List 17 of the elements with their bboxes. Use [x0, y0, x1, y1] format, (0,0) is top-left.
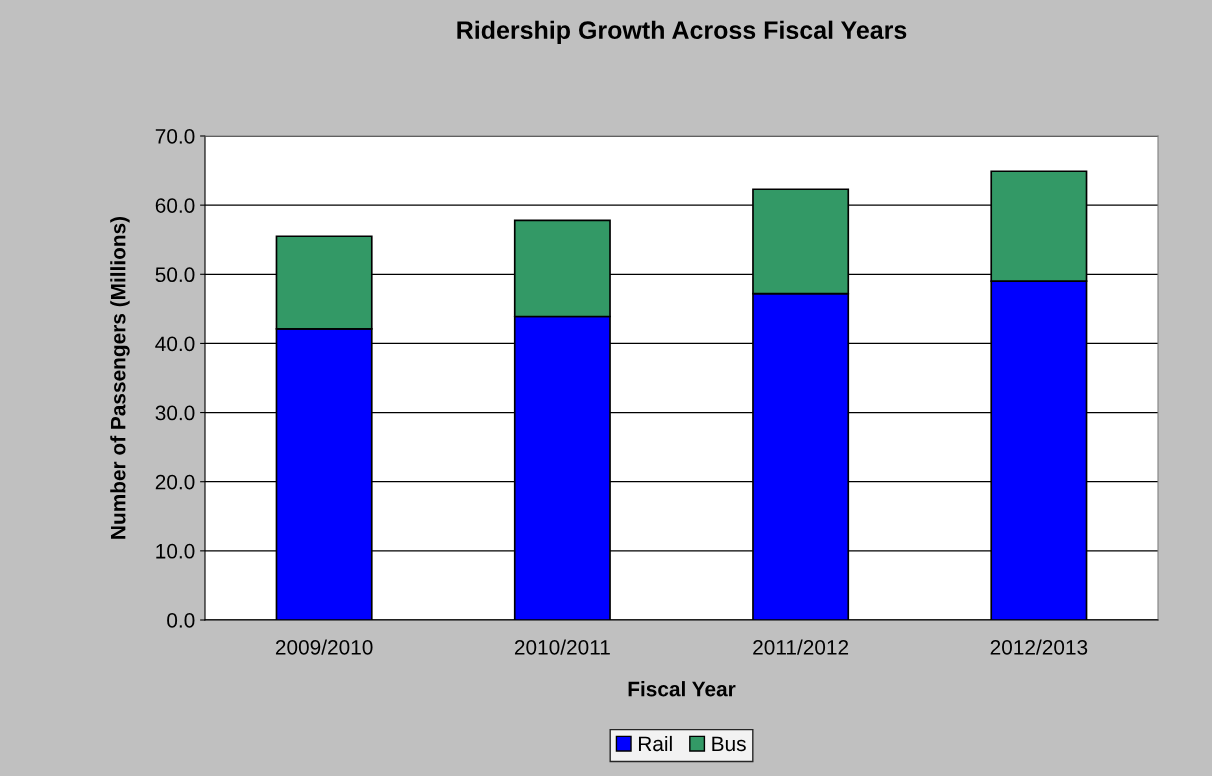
x-axis-title: Fiscal Year: [628, 681, 736, 697]
legend-label: Bus: [712, 736, 746, 752]
x-tick-label: 2012/2013: [990, 639, 1088, 655]
y-tick-label: 30.0: [155, 405, 195, 421]
y-axis-title: Number of Passengers (Millions): [110, 216, 130, 539]
y-tick-label: 60.0: [155, 198, 195, 213]
x-tick-label: 2010/2011: [514, 639, 610, 655]
y-tick-label: 20.0: [155, 474, 195, 490]
x-tick-label: 2009/2010: [275, 639, 373, 655]
x-tick-label: 2011/2012: [753, 639, 849, 655]
y-tick-label: 40.0: [155, 336, 195, 352]
chart-title: Ridership Growth Across Fiscal Years: [457, 20, 907, 44]
y-tick-label: 0.0: [167, 613, 195, 628]
legend-label: Rail: [638, 735, 672, 752]
y-tick-label: 50.0: [155, 267, 195, 283]
y-tick-label: 10.0: [156, 543, 195, 559]
y-tick-label: 70.0: [155, 129, 195, 144]
